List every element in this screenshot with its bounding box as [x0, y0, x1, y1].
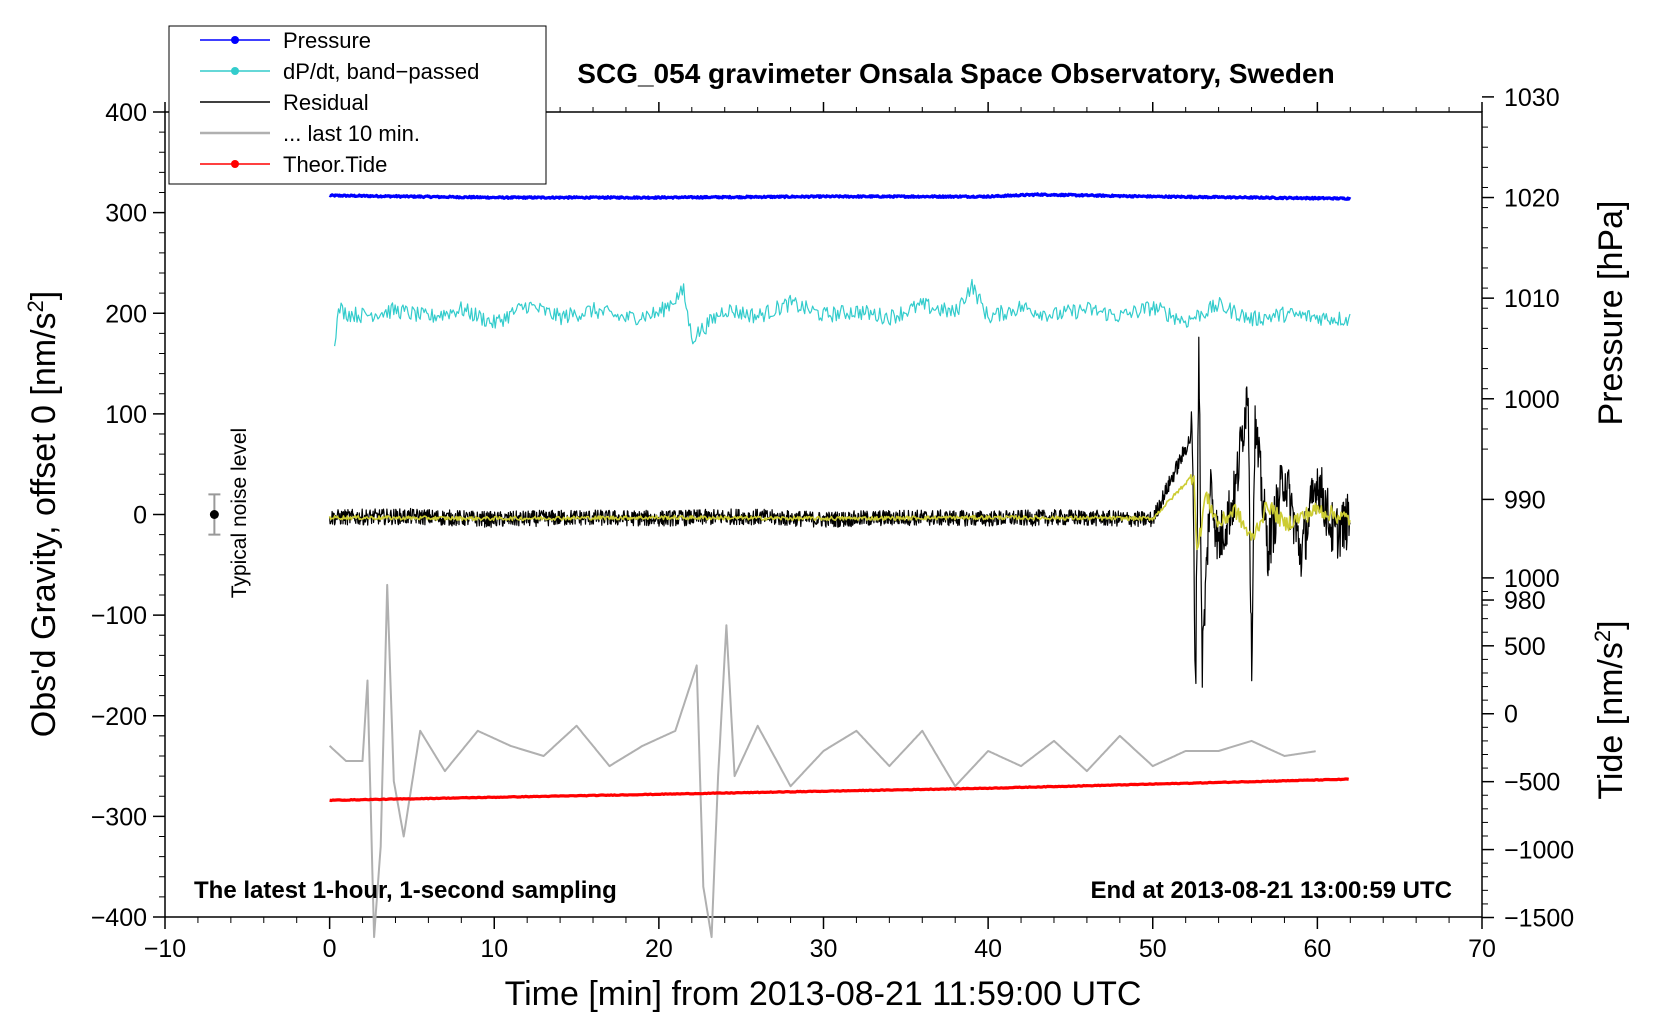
annotation-end-time: End at 2013-08-21 13:00:59 UTC	[1091, 877, 1453, 904]
tide-tick-label: 500	[1504, 633, 1546, 661]
tide-axis-title: Tide [nm/s2]	[1590, 620, 1630, 799]
legend-box	[168, 25, 547, 185]
series-residual-smoothed	[328, 474, 1351, 551]
y-left-tick-label: −400	[91, 904, 147, 932]
pressure-tick-label: 1000	[1504, 386, 1560, 414]
y-left-axis-title-close: ]	[25, 291, 63, 300]
pressure-tick-label: 1020	[1504, 185, 1560, 213]
series-pressure	[328, 192, 1352, 201]
series-lines	[328, 192, 1352, 939]
tide-axis-title-close: ]	[1592, 620, 1630, 629]
series-theor-tide	[329, 777, 1349, 803]
y-left-tick-label: −300	[91, 803, 147, 831]
x-axis-ticks: −10 0 10 20 30 40 50 60 70	[144, 102, 1496, 963]
series-residual	[329, 336, 1351, 688]
legend-label: Pressure	[283, 28, 371, 53]
y-left-tick-label: 400	[105, 99, 147, 127]
y-left-axis-title: Obs'd Gravity, offset 0 [nm/s2]	[23, 291, 63, 737]
tide-axis-title-sup: 2	[1590, 630, 1615, 642]
series-dp-dt-band-passed	[334, 278, 1351, 347]
tide-tick-label: −1500	[1504, 905, 1574, 933]
x-tick-label: 30	[810, 935, 838, 963]
x-tick-label: 50	[1139, 935, 1167, 963]
x-tick-label: 20	[645, 935, 673, 963]
legend-marker	[231, 67, 239, 75]
pressure-axis-ticks: 1030 1020 1010 1000 990 980	[1482, 84, 1560, 615]
y-left-tick-label: 200	[105, 300, 147, 328]
legend-label: ... last 10 min.	[283, 121, 420, 146]
legend-marker	[231, 36, 239, 44]
annotation-sampling: The latest 1-hour, 1-second sampling	[194, 877, 617, 904]
pressure-tick-label: 1030	[1504, 84, 1560, 112]
x-tick-label: 70	[1468, 935, 1496, 963]
x-tick-label: 10	[480, 935, 508, 963]
legend-label: dP/dt, band−passed	[283, 59, 479, 84]
y-left-tick-label: −200	[91, 703, 147, 731]
pressure-tick-label: 1010	[1504, 285, 1560, 313]
y-left-tick-label: 0	[133, 502, 147, 530]
legend-label: Theor.Tide	[283, 152, 387, 177]
legend-label: Residual	[283, 90, 369, 115]
legend-marker	[231, 160, 239, 168]
tide-tick-label: 0	[1504, 701, 1518, 729]
tide-tick-label: 1000	[1504, 565, 1560, 593]
pressure-tick-label: 990	[1504, 486, 1546, 514]
x-tick-label: 40	[974, 935, 1002, 963]
x-axis-title: Time [min] from 2013-08-21 11:59:00 UTC	[505, 975, 1142, 1013]
y-left-axis-title-sup: 2	[23, 300, 48, 312]
noise-level-label: Typical noise level	[228, 428, 251, 598]
tide-tick-label: −1000	[1504, 837, 1574, 865]
legend: Pressure dP/dt, band−passed Residual ... la…	[168, 25, 547, 185]
y-left-tick-label: 100	[105, 401, 147, 429]
series-last-10-min	[328, 583, 1316, 939]
y-left-axis-ticks: 400 300 200 100 0 −100 −200 −300 −400	[91, 99, 165, 932]
pressure-tick-label: 980	[1504, 587, 1546, 615]
y-left-tick-label: 300	[105, 200, 147, 228]
x-tick-label: 0	[323, 935, 337, 963]
x-tick-label: 60	[1303, 935, 1331, 963]
tide-axis-title-main: Tide [nm/s	[1592, 642, 1630, 799]
pressure-axis-title: Pressure [hPa]	[1592, 201, 1630, 426]
chart-title: SCG_054 gravimeter Onsala Space Observat…	[577, 58, 1334, 89]
tide-axis-ticks: 1000 500 0 −500 −1000 −1500	[1482, 565, 1574, 933]
tide-tick-label: −500	[1504, 769, 1560, 797]
noise-level-bar	[208, 493, 221, 536]
noise-bar-center-dot	[209, 510, 219, 519]
y-left-axis-title-main: Obs'd Gravity, offset 0 [nm/s	[25, 312, 63, 737]
x-tick-label: −10	[144, 935, 186, 963]
y-left-tick-label: −100	[91, 602, 147, 630]
